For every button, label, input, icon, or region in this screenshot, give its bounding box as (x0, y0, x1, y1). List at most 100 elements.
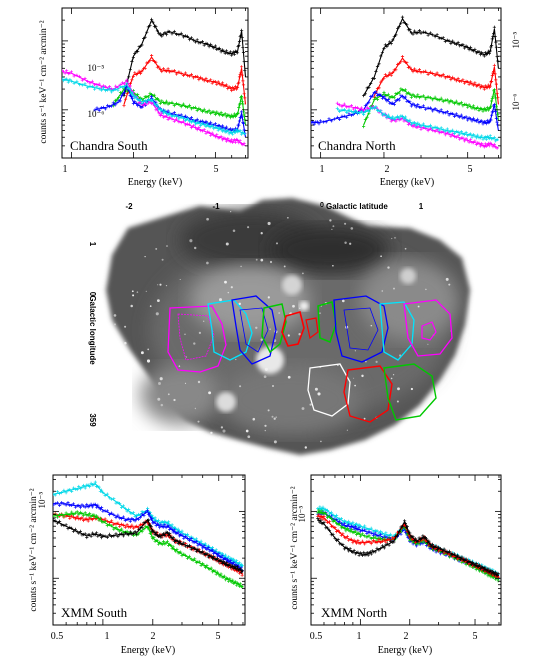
data-point (469, 132, 473, 136)
plot-frame (61, 7, 249, 159)
data-point (339, 526, 343, 530)
data-point (489, 105, 493, 109)
data-point (240, 99, 244, 103)
data-point (456, 134, 460, 138)
data-point (103, 534, 107, 538)
data-point (130, 511, 134, 515)
data-point (240, 573, 244, 577)
data-point (495, 573, 499, 577)
data-point (459, 130, 463, 134)
data-point (128, 84, 132, 88)
data-point (109, 90, 114, 94)
data-point (386, 73, 390, 78)
data-point (405, 23, 409, 27)
data-point (367, 100, 371, 104)
data-point (411, 535, 415, 539)
data-point (383, 97, 387, 101)
data-point (437, 98, 441, 102)
data-point (456, 76, 460, 81)
data-point (466, 118, 470, 122)
data-point (58, 492, 62, 496)
data-point (377, 92, 381, 96)
data-point (488, 134, 492, 138)
data-point (155, 103, 159, 107)
data-point (427, 539, 431, 543)
series-points (362, 15, 500, 98)
data-point (458, 557, 463, 561)
data-point (205, 122, 210, 126)
data-point (322, 520, 326, 525)
series-points (372, 55, 500, 100)
data-point (142, 103, 146, 107)
data-point (160, 99, 164, 103)
data-point (400, 55, 405, 59)
data-point (199, 41, 203, 45)
data-point (442, 551, 446, 555)
data-point (481, 565, 485, 569)
data-point (155, 29, 159, 33)
data-point (447, 74, 451, 79)
data-point (231, 578, 235, 582)
data-point (449, 129, 453, 133)
data-point (207, 130, 211, 134)
data-point (441, 36, 445, 40)
data-point (203, 565, 208, 570)
data-point (63, 77, 67, 82)
data-point (183, 34, 188, 38)
data-point (180, 554, 184, 558)
data-point (434, 544, 438, 548)
data-point (131, 102, 135, 106)
data-point (66, 72, 70, 76)
data-point (155, 539, 159, 543)
data-point (335, 115, 339, 119)
data-point (433, 107, 437, 111)
data-point (163, 31, 167, 35)
data-point (133, 71, 137, 75)
data-point (138, 97, 143, 101)
data-point (75, 79, 79, 83)
data-point (115, 101, 119, 105)
data-point (138, 515, 142, 519)
data-point (492, 69, 496, 73)
data-point (148, 24, 152, 28)
data-point (157, 65, 161, 69)
data-point (414, 31, 418, 35)
data-point (202, 43, 206, 47)
data-point (187, 38, 192, 42)
data-point (331, 513, 335, 517)
data-point (236, 81, 240, 85)
data-point (193, 557, 197, 561)
data-point (116, 534, 120, 539)
data-point (467, 48, 471, 52)
data-point (72, 81, 76, 85)
data-point (419, 124, 423, 128)
data-point (466, 105, 470, 109)
data-point (480, 107, 484, 111)
data-point (128, 525, 132, 529)
data-point (78, 74, 82, 79)
data-point (240, 94, 244, 98)
data-point (426, 72, 430, 76)
data-point (451, 100, 455, 104)
data-point (459, 113, 463, 117)
series-line (317, 512, 500, 579)
data-point (58, 503, 62, 507)
data-point (226, 128, 230, 133)
data-point (477, 108, 481, 112)
data-point (185, 105, 190, 109)
data-point (489, 118, 493, 122)
data-point (140, 530, 144, 534)
data-point (495, 146, 499, 150)
data-point (242, 113, 246, 117)
data-point (338, 530, 342, 534)
sky-map: Galactic latitude -2 -1 0 1 Galactic lon… (88, 198, 470, 455)
data-point (105, 509, 109, 513)
data-point (232, 557, 236, 561)
data-point (416, 70, 420, 74)
data-point (338, 103, 342, 107)
y-tick-label: 10⁻⁶ (88, 109, 105, 119)
data-point (366, 553, 370, 557)
panel-label: XMM North (321, 605, 388, 620)
data-point (140, 69, 144, 73)
data-point (62, 514, 66, 518)
